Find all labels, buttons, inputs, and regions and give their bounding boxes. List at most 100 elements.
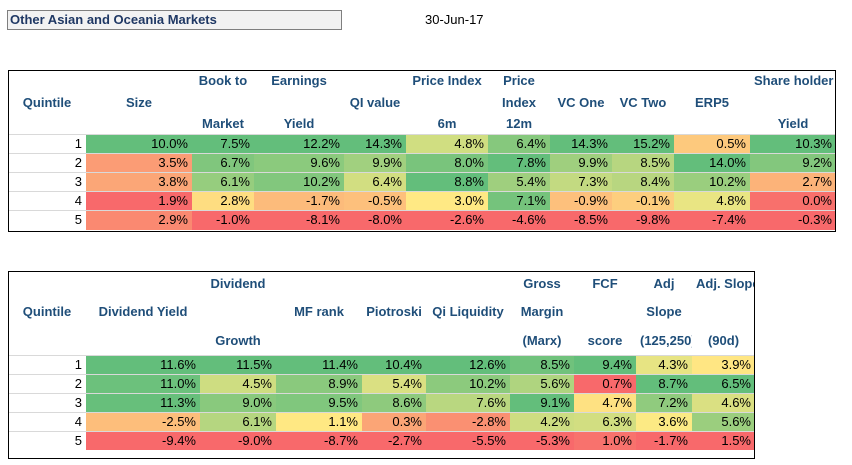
column-header: (125,250) xyxy=(640,332,692,348)
column-header xyxy=(550,114,612,135)
header-row: Quintile Dividend Yield MF rank Piotroski Qi… xyxy=(8,297,755,327)
column-header: Quintile xyxy=(22,304,72,319)
quintile-label: 4 xyxy=(8,191,86,211)
value-cell: -0.1% xyxy=(612,191,674,211)
column-header xyxy=(674,114,750,135)
header-row: Dividend Gross FCF Adj Adj. Slope xyxy=(8,271,755,297)
value-cell: 15.2% xyxy=(612,134,674,154)
value-cell: 8.5% xyxy=(612,153,674,173)
value-cell: 6.4% xyxy=(344,172,406,192)
value-cell: 2.8% xyxy=(192,191,254,211)
column-header: score xyxy=(587,332,623,348)
value-cell: 10.4% xyxy=(362,354,426,374)
column-header: Gross xyxy=(523,276,561,291)
table-row: 3 3.8% 6.1% 10.2% 6.4% 8.8% 5.4% 7.3% 8.4% 10.2% 2… xyxy=(8,172,836,192)
value-cell: 9.1% xyxy=(510,392,574,412)
table-row: 2 3.5% 6.7% 9.6% 9.9% 8.0% 7.8% 9.9% 8.5% 14.0% 9.… xyxy=(8,153,836,173)
column-header: (90d) xyxy=(707,332,740,348)
value-cell: 9.6% xyxy=(254,153,344,173)
value-cell: 4.8% xyxy=(406,134,488,154)
quintile-label: 5 xyxy=(8,430,86,450)
value-cell: -5.3% xyxy=(510,430,574,450)
value-cell: 1.1% xyxy=(276,411,362,431)
value-cell: 1.0% xyxy=(574,430,636,450)
value-cell: 11.0% xyxy=(86,373,200,393)
column-header: Earnings xyxy=(271,73,327,88)
column-header: Adj. Slope xyxy=(696,276,755,291)
column-header xyxy=(426,327,510,355)
value-cell: 10.2% xyxy=(254,172,344,192)
value-cell: 11.4% xyxy=(276,354,362,374)
column-header: FCF xyxy=(592,276,618,291)
value-cell: 10.2% xyxy=(674,172,750,192)
column-header xyxy=(426,271,510,297)
column-header xyxy=(86,114,192,135)
quintile-label: 5 xyxy=(8,210,86,230)
column-header xyxy=(612,70,674,92)
value-cell: 4.5% xyxy=(200,373,276,393)
value-cell: 4.8% xyxy=(674,191,750,211)
value-cell: 11.3% xyxy=(86,392,200,412)
value-cell: 12.6% xyxy=(426,354,510,374)
column-header xyxy=(612,114,674,135)
value-cell: 14.3% xyxy=(344,134,406,154)
column-header xyxy=(362,327,426,355)
column-header: Price xyxy=(503,73,535,88)
header-row: Growth (Marx) score (125,250) (90d) xyxy=(8,327,755,355)
value-cell: 6.7% xyxy=(192,153,254,173)
column-header xyxy=(8,114,86,135)
column-header: Book to xyxy=(198,73,248,88)
column-header xyxy=(8,271,86,297)
column-header: MF rank xyxy=(294,304,344,319)
column-header xyxy=(674,70,750,92)
column-header: QI value xyxy=(349,95,401,110)
column-header: VC Two xyxy=(619,95,667,110)
column-header xyxy=(574,297,636,327)
quintile-label: 2 xyxy=(8,153,86,173)
column-header xyxy=(692,297,755,327)
value-cell: 0.7% xyxy=(574,373,636,393)
column-header: Qi Liquidity xyxy=(432,304,504,319)
quintile-table-2: Dividend Gross FCF Adj Adj. Slope Quintile Div… xyxy=(8,271,755,450)
value-cell: -8.7% xyxy=(276,430,362,450)
column-header: Share holder xyxy=(754,73,834,88)
table-row: 5 2.9% -1.0% -8.1% -8.0% -2.6% -4.6% -8.5% -9.8%… xyxy=(8,210,836,230)
column-header: Piotroski xyxy=(366,304,422,319)
column-header: Dividend xyxy=(210,276,266,291)
value-cell: -0.9% xyxy=(550,191,612,211)
column-header xyxy=(86,271,200,297)
value-cell: -2.6% xyxy=(406,210,488,230)
value-cell: 8.6% xyxy=(362,392,426,412)
value-cell: 6.3% xyxy=(574,411,636,431)
table-row: 1 10.0% 7.5% 12.2% 14.3% 4.8% 6.4% 14.3% 15.2% 0.… xyxy=(8,134,836,154)
header-row: Market Yield 6m 12m Yield xyxy=(8,114,836,135)
value-cell: -2.7% xyxy=(362,430,426,450)
column-header: Adj xyxy=(653,276,675,291)
column-header xyxy=(344,114,406,135)
value-cell: -7.4% xyxy=(674,210,750,230)
value-cell: 0.3% xyxy=(362,411,426,431)
header-row: Quintile Size QI value Index VC One VC Two ERP… xyxy=(8,92,836,114)
value-cell: -0.5% xyxy=(344,191,406,211)
value-cell: 9.2% xyxy=(750,153,836,173)
value-cell: -5.5% xyxy=(426,430,510,450)
table-row: 5 -9.4% -9.0% -8.7% -2.7% -5.5% -5.3% 1.0% -1.7%… xyxy=(8,430,755,450)
column-header: ERP5 xyxy=(695,95,729,110)
column-header: Size xyxy=(125,95,152,110)
value-cell: 5.4% xyxy=(488,172,550,192)
table-row: 2 11.0% 4.5% 8.9% 5.4% 10.2% 5.6% 0.7% 8.7% 6.5% xyxy=(8,373,755,393)
value-cell: 8.8% xyxy=(406,172,488,192)
value-cell: 8.7% xyxy=(636,373,692,393)
column-header: Market xyxy=(202,116,244,131)
column-header: 6m xyxy=(437,116,457,131)
value-cell: -2.8% xyxy=(426,411,510,431)
column-header: Growth xyxy=(215,332,261,348)
value-cell: 9.9% xyxy=(550,153,612,173)
value-cell: 9.5% xyxy=(276,392,362,412)
value-cell: 5.6% xyxy=(510,373,574,393)
value-cell: 6.5% xyxy=(692,373,755,393)
column-header xyxy=(550,70,612,92)
value-cell: 4.7% xyxy=(574,392,636,412)
value-cell: 14.0% xyxy=(674,153,750,173)
quintile-label: 3 xyxy=(8,172,86,192)
